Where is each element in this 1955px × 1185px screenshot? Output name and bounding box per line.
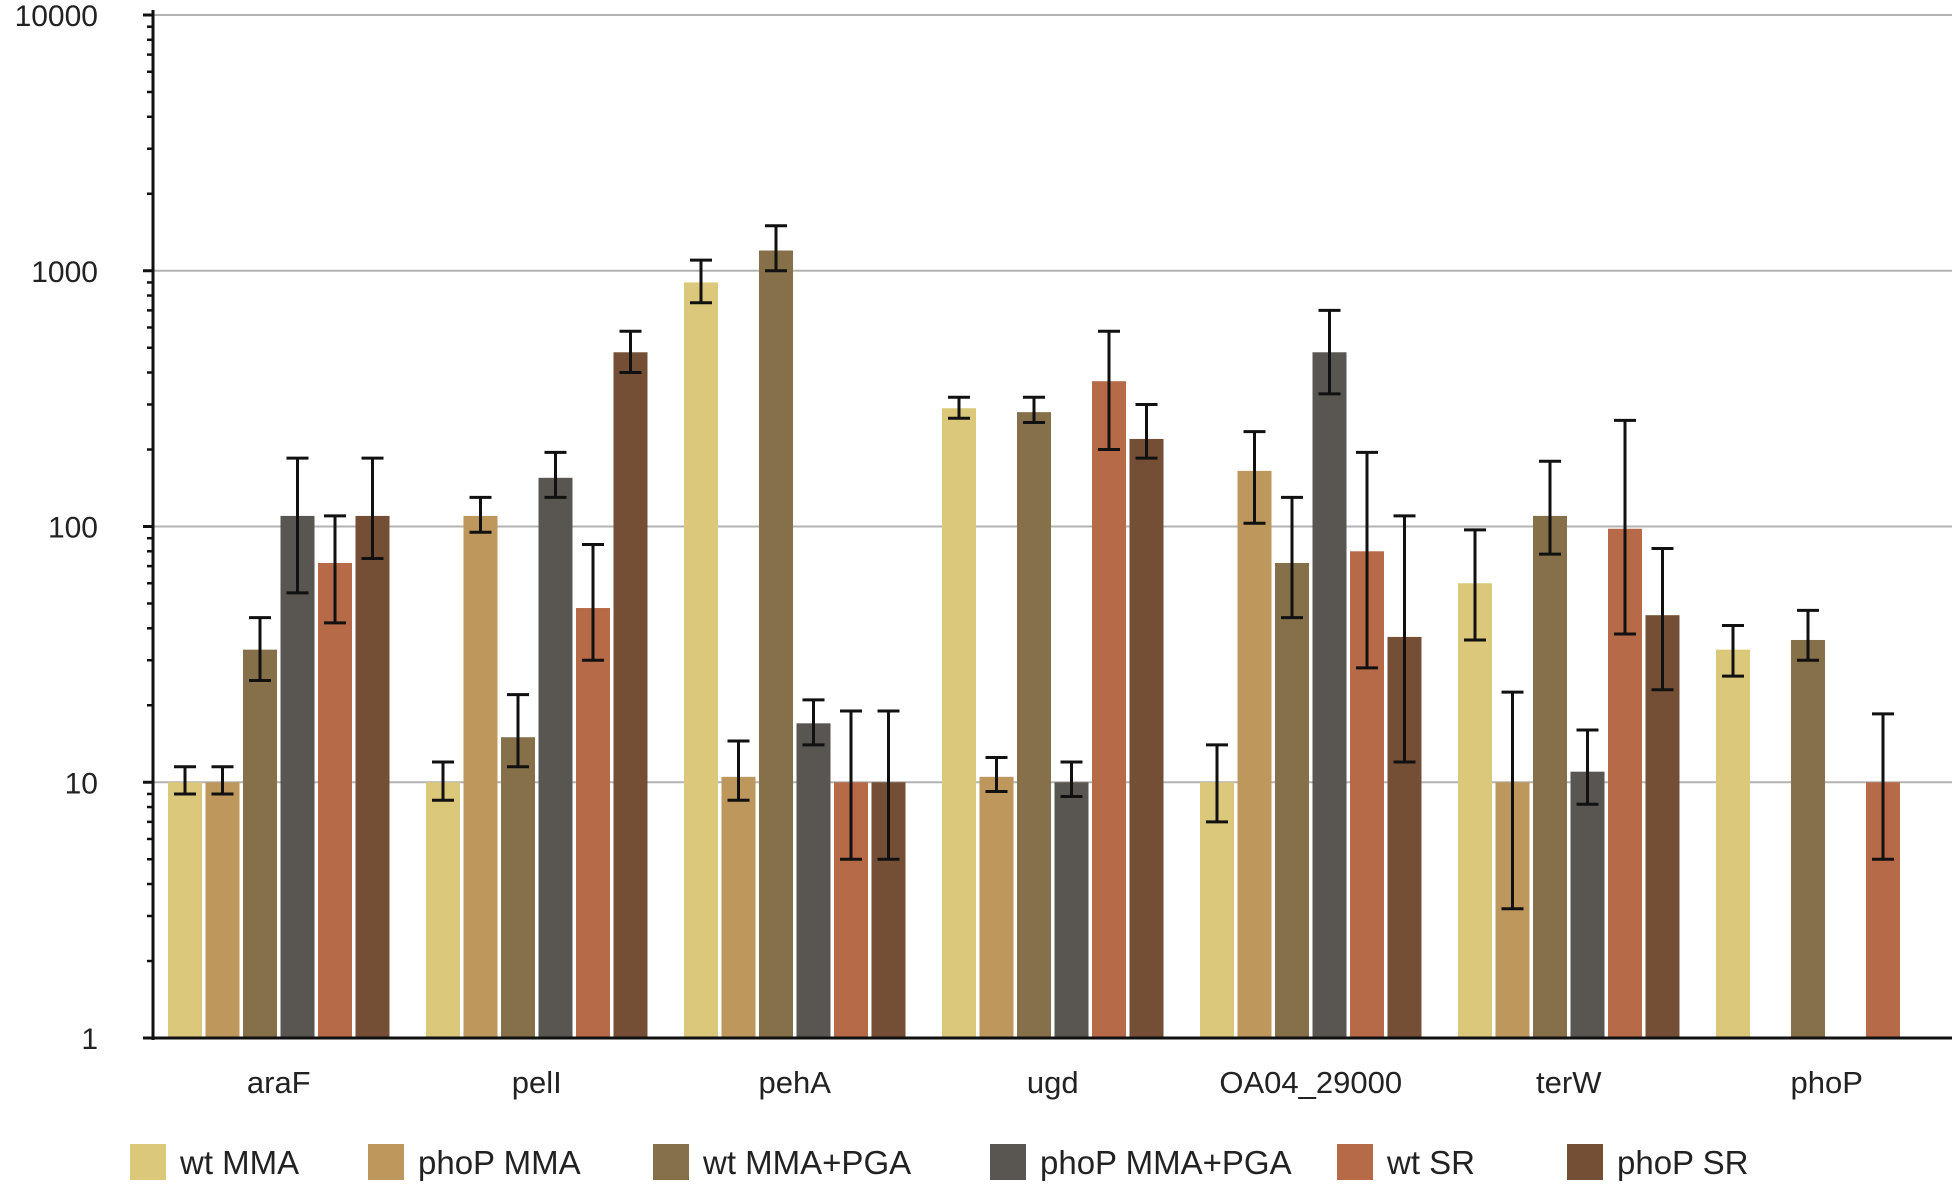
bar xyxy=(243,649,277,1038)
bar xyxy=(1716,649,1750,1038)
x-category-label: araF xyxy=(247,1065,311,1100)
x-category-label: pelI xyxy=(512,1065,562,1100)
bar xyxy=(684,282,718,1038)
x-category-label: pehA xyxy=(759,1065,832,1100)
bar xyxy=(1200,782,1234,1038)
bar xyxy=(1312,352,1347,1038)
bar xyxy=(426,782,460,1038)
bar xyxy=(355,515,390,1038)
legend-swatch xyxy=(130,1144,166,1180)
bar xyxy=(318,562,352,1038)
legend-swatch xyxy=(653,1144,689,1180)
legend-item: wt MMA xyxy=(130,1144,299,1181)
x-category-label: ugd xyxy=(1027,1065,1079,1100)
bar xyxy=(1458,583,1492,1038)
legend-label: phoP MMA+PGA xyxy=(1040,1144,1292,1181)
bar xyxy=(1017,412,1051,1038)
bar xyxy=(205,782,240,1038)
bar xyxy=(1092,381,1126,1039)
bar xyxy=(979,776,1014,1038)
y-tick-label: 100 xyxy=(48,512,98,545)
bar xyxy=(796,723,831,1038)
legend-label: wt MMA+PGA xyxy=(702,1144,911,1181)
legend-item: phoP SR xyxy=(1567,1144,1748,1181)
legend-swatch xyxy=(1337,1144,1373,1180)
y-tick-label: 10000 xyxy=(15,0,98,33)
legend-swatch xyxy=(990,1144,1026,1180)
legend-item: wt MMA+PGA xyxy=(653,1144,911,1181)
legend-swatch xyxy=(1567,1144,1603,1180)
bar xyxy=(613,352,648,1038)
y-tick-label: 1 xyxy=(81,1023,98,1056)
bar xyxy=(1533,515,1567,1038)
bar xyxy=(576,608,610,1038)
y-tick-label: 10 xyxy=(65,767,98,800)
bar xyxy=(1791,639,1825,1038)
bar xyxy=(463,515,498,1038)
y-tick-labels: 1 10 100 1000 10000 xyxy=(15,0,98,1056)
x-category-labels: araF pelI pehA ugd OA04_29000 terW phoP xyxy=(247,1065,1863,1100)
legend-label: phoP MMA xyxy=(418,1144,581,1181)
y-tick-label: 1000 xyxy=(31,256,98,289)
legend-label: phoP SR xyxy=(1617,1144,1748,1181)
bar xyxy=(280,515,315,1038)
bar xyxy=(538,477,573,1039)
bar xyxy=(1129,438,1164,1038)
legend-item: phoP MMA xyxy=(368,1144,581,1181)
bar xyxy=(942,408,976,1038)
bar xyxy=(1237,470,1272,1038)
bar xyxy=(1570,771,1605,1038)
error-bars xyxy=(174,224,1894,911)
x-category-label: terW xyxy=(1536,1065,1602,1100)
bar xyxy=(721,776,756,1038)
bar xyxy=(1275,562,1309,1038)
bar xyxy=(501,737,535,1038)
x-category-label: OA04_29000 xyxy=(1219,1065,1402,1100)
legend-item: wt SR xyxy=(1337,1144,1475,1181)
legend: wt MMA phoP MMA wt MMA+PGA phoP MMA+PGA … xyxy=(130,1144,1748,1181)
x-category-label: phoP xyxy=(1791,1065,1863,1100)
bar xyxy=(168,782,202,1038)
bar xyxy=(759,250,793,1038)
legend-swatch xyxy=(368,1144,404,1180)
bar xyxy=(1054,782,1089,1038)
legend-item: phoP MMA+PGA xyxy=(990,1144,1292,1181)
legend-label: wt MMA xyxy=(179,1144,299,1181)
bars xyxy=(168,250,1900,1039)
legend-label: wt SR xyxy=(1386,1144,1475,1181)
